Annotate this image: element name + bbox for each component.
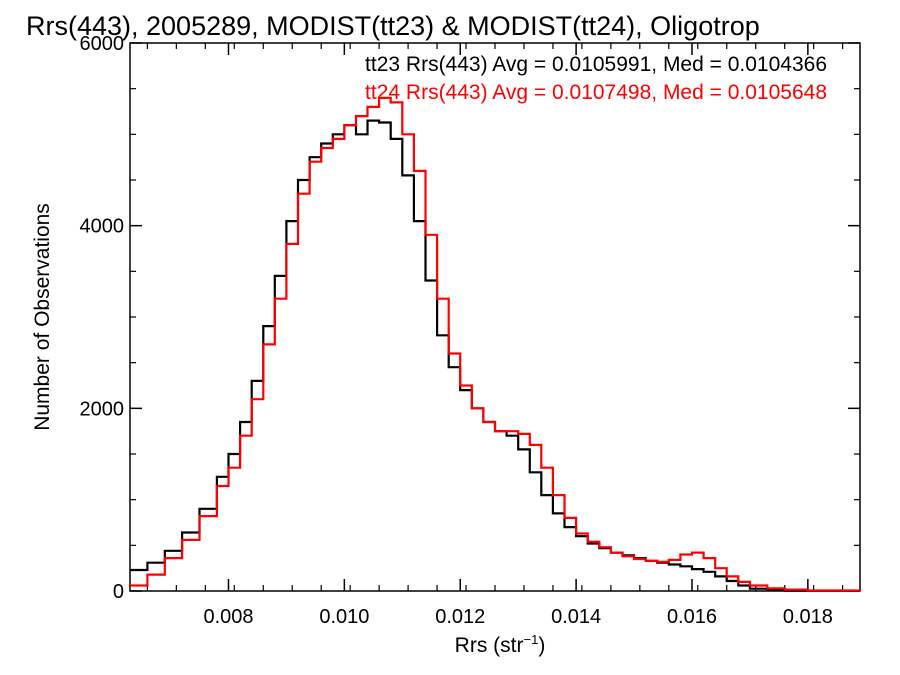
- x-axis: 0.008 0.010 0.012 0.014 0.016 0.018: [146, 43, 844, 628]
- x-tick-label: 0.016: [667, 606, 717, 628]
- y-tick-label: 2000: [80, 398, 125, 420]
- series-line-tt24: [130, 96, 862, 592]
- x-axis-title-superscript: −1: [524, 632, 539, 647]
- series-layer: [130, 96, 862, 592]
- legend: tt23 Rrs(443) Avg = 0.0105991, Med = 0.0…: [365, 53, 827, 104]
- x-axis-title-end: ): [538, 634, 545, 657]
- y-tick-label: 0: [113, 581, 124, 603]
- x-tick-label: 0.012: [435, 606, 485, 628]
- legend-entry-tt23: tt23 Rrs(443) Avg = 0.0105991, Med = 0.0…: [365, 53, 827, 76]
- y-axis: 0 2000 4000 6000: [80, 33, 860, 603]
- y-tick-label: 4000: [80, 216, 125, 238]
- y-axis-title: Number of Observations: [31, 203, 54, 431]
- x-tick-label: 0.008: [203, 606, 253, 628]
- x-tick-label: 0.010: [319, 606, 369, 628]
- x-tick-label: 0.018: [783, 606, 833, 628]
- series-line-tt23: [130, 119, 862, 592]
- plot-frame: [129, 42, 861, 592]
- x-tick-label: 0.014: [551, 606, 601, 628]
- legend-entry-tt24: tt24 Rrs(443) Avg = 0.0107498, Med = 0.0…: [365, 81, 827, 104]
- y-tick-label: 6000: [80, 33, 125, 55]
- x-axis-title: Rrs (str−1): [455, 632, 546, 657]
- chart-title: Rrs(443), 2005289, MODIST(tt23) & MODIST…: [26, 11, 760, 41]
- x-axis-title-main: Rrs (str: [455, 634, 524, 657]
